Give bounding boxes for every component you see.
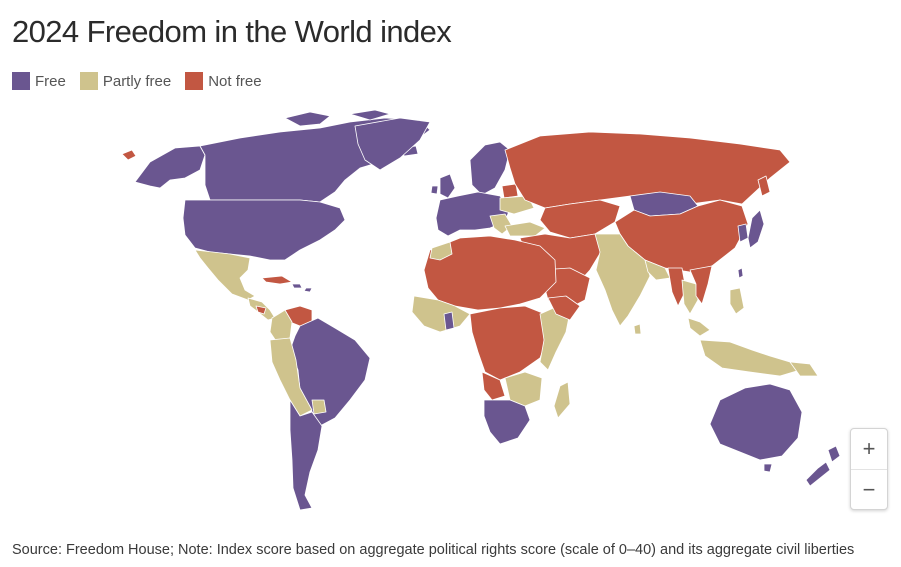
region-taiwan[interactable] — [737, 267, 744, 279]
region-belarus[interactable] — [501, 183, 519, 199]
legend-item-partly-free: Partly free — [79, 72, 172, 90]
region-ghana[interactable] — [443, 311, 455, 331]
region-morocco[interactable] — [429, 241, 453, 261]
region-mexico[interactable] — [194, 249, 256, 301]
region-chile-argentina[interactable] — [289, 399, 323, 511]
region-japan[interactable] — [747, 209, 765, 249]
region-paraguay[interactable] — [311, 399, 327, 415]
region-papua[interactable] — [789, 361, 819, 377]
zoom-control: + − — [850, 428, 888, 510]
region-madagascar[interactable] — [553, 381, 571, 419]
region-western-europe[interactable] — [435, 191, 511, 237]
region-uk-ireland[interactable] — [430, 173, 456, 199]
region-vietnam-laos[interactable] — [689, 265, 713, 305]
region-turkey[interactable] — [504, 221, 546, 237]
region-west-africa[interactable] — [411, 295, 471, 333]
legend-label-free: Free — [35, 72, 66, 90]
region-myanmar[interactable] — [667, 267, 687, 307]
region-australia[interactable] — [709, 383, 803, 461]
region-peru-bolivia[interactable] — [269, 337, 313, 417]
region-thailand[interactable] — [681, 279, 699, 315]
region-indonesia[interactable] — [699, 339, 801, 377]
region-caribbean[interactable] — [291, 283, 313, 293]
region-central-asia[interactable] — [539, 199, 621, 239]
region-russia[interactable] — [504, 131, 791, 209]
legend-swatch-free — [12, 72, 30, 90]
legend-swatch-partly-free — [79, 72, 98, 90]
zoom-in-button[interactable]: + — [862, 436, 876, 461]
region-central-africa[interactable] — [469, 305, 549, 381]
region-alaska[interactable] — [134, 145, 206, 189]
region-korea[interactable] — [737, 223, 749, 243]
region-sakhalin[interactable] — [757, 175, 771, 197]
legend-swatch-not-free — [185, 72, 204, 90]
region-southern-africa-nf[interactable] — [481, 371, 506, 401]
region-tasmania[interactable] — [763, 463, 773, 473]
region-malaysia[interactable] — [687, 317, 711, 337]
region-scandinavia[interactable] — [469, 141, 511, 196]
region-greenland[interactable] — [354, 117, 431, 171]
region-arctic-islands[interactable] — [284, 109, 391, 127]
region-chukotka[interactable] — [121, 149, 137, 161]
region-nepal-bangladesh[interactable] — [644, 259, 671, 281]
map-legend: Free Partly free Not free — [12, 72, 262, 90]
page-title: 2024 Freedom in the World index — [12, 14, 452, 49]
legend-label-partly-free: Partly free — [102, 72, 172, 90]
region-north-africa[interactable] — [423, 235, 557, 311]
source-note: Source: Freedom House; Note: Index score… — [12, 542, 855, 558]
zoom-out-button[interactable]: − — [851, 469, 887, 509]
legend-label-not-free: Not free — [208, 72, 262, 90]
region-cuba[interactable] — [261, 275, 293, 285]
region-sri-lanka[interactable] — [633, 323, 642, 335]
world-map[interactable] — [0, 100, 901, 520]
legend-item-not-free: Not free — [185, 72, 262, 90]
region-southern-africa-free[interactable] — [483, 399, 531, 445]
world-map-svg[interactable] — [0, 100, 901, 520]
region-philippines[interactable] — [729, 287, 745, 315]
region-horn-africa[interactable] — [547, 295, 581, 321]
region-new-zealand[interactable] — [805, 445, 841, 487]
region-nicaragua[interactable] — [255, 305, 267, 315]
region-usa[interactable] — [182, 199, 346, 261]
region-pakistan-india[interactable] — [594, 233, 651, 327]
legend-item-free: Free — [12, 72, 66, 90]
